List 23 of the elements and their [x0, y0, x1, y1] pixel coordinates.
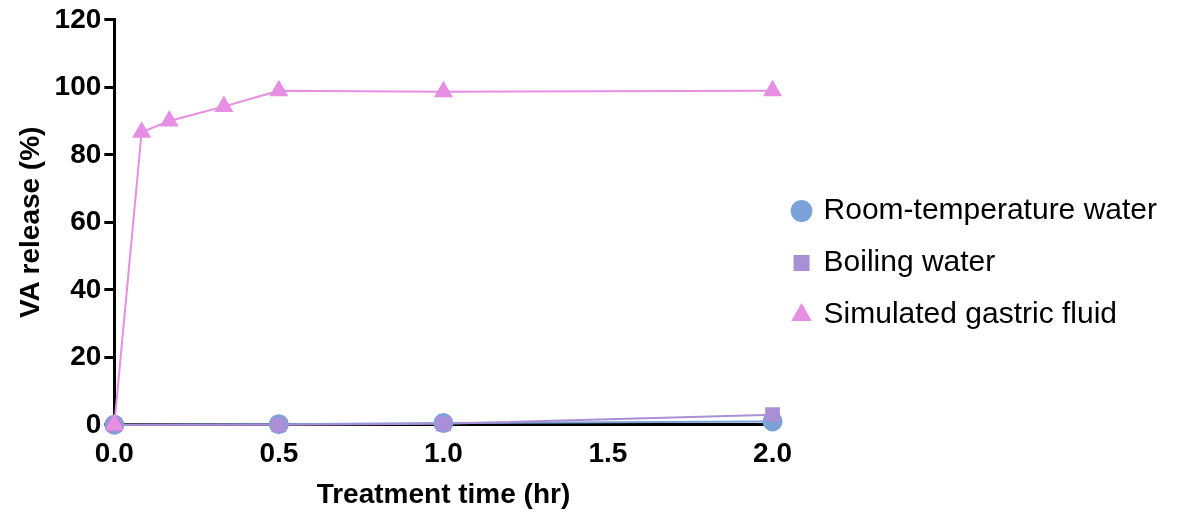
x-tick-label: 2.0 — [753, 437, 793, 469]
x-tick-label: 0.5 — [259, 437, 299, 469]
x-axis-title: Treatment time (hr) — [316, 477, 571, 509]
y-tick-label: 80 — [70, 137, 102, 169]
y-tick-label: 0 — [85, 407, 102, 439]
y-axis-title: VA release (%) — [13, 126, 45, 319]
y-tick-label: 40 — [70, 272, 102, 304]
x-tick-label: 0.0 — [94, 437, 134, 469]
point — [270, 80, 288, 97]
y-tick-label: 120 — [54, 2, 102, 34]
x-tick-label: 1.5 — [588, 437, 628, 469]
x-tick-label: 1.0 — [423, 437, 463, 469]
legend-label: Simulated gastric fluid — [823, 296, 1118, 330]
point — [434, 81, 453, 98]
legend-label: Room-temperature water — [823, 192, 1158, 226]
legend-label: Boiling water — [823, 244, 996, 278]
y-tick-label: 100 — [54, 70, 102, 102]
point — [160, 111, 179, 127]
point — [763, 80, 782, 97]
point — [215, 96, 233, 113]
y-tick-label: 20 — [70, 340, 102, 372]
y-tick-label: 60 — [70, 205, 102, 237]
point — [132, 122, 151, 138]
